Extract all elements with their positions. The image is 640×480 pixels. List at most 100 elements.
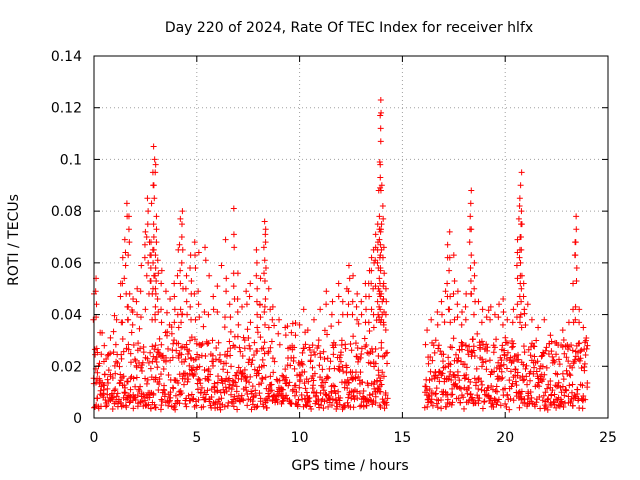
x-axis-title: GPS time / hours [291, 458, 408, 474]
data-point-dense [498, 375, 505, 382]
data-point [119, 254, 126, 261]
data-point-streak [205, 311, 212, 318]
data-point-dense [442, 391, 449, 398]
data-point-dense [455, 372, 462, 379]
data-point-dense [309, 364, 316, 371]
data-point-streak [151, 195, 158, 202]
data-point-dense [559, 343, 566, 350]
data-point-dense [348, 347, 355, 354]
data-point-dense [467, 391, 474, 398]
data-point-dense [142, 375, 149, 382]
data-point-streak [499, 321, 506, 328]
data-point [442, 288, 449, 295]
data-point-dense [449, 399, 456, 406]
data-point-dense [249, 383, 256, 390]
data-point-dense [140, 343, 147, 350]
data-point-dense [260, 362, 267, 369]
data-point [97, 329, 104, 336]
data-point-dense [578, 347, 585, 354]
data-point-dense [545, 395, 552, 402]
data-point-dense [331, 383, 338, 390]
data-point-dense [223, 360, 230, 367]
data-point [134, 285, 141, 292]
data-point-dense [269, 355, 276, 362]
data-point-dense [360, 388, 367, 395]
data-point-dense [527, 377, 534, 384]
data-point-dense [315, 337, 322, 344]
data-point-dense [191, 370, 198, 377]
data-point-streak [148, 239, 155, 246]
data-point-dense [270, 369, 277, 376]
data-point-dense [172, 392, 179, 399]
data-point [162, 288, 169, 295]
data-point-dense [545, 381, 552, 388]
data-point [152, 161, 159, 168]
data-point-dense [292, 382, 299, 389]
data-point-dense [357, 354, 364, 361]
data-point-dense [254, 329, 261, 336]
y-tick-label: 0.08 [51, 204, 82, 220]
data-point [101, 342, 108, 349]
data-point-streak [126, 239, 133, 246]
data-point-streak [152, 316, 159, 323]
data-point [500, 296, 507, 303]
data-point-dense [478, 386, 485, 393]
data-point-dense [176, 371, 183, 378]
data-point [483, 314, 490, 321]
data-point-dense [118, 403, 125, 410]
data-point [541, 316, 548, 323]
data-point [380, 244, 387, 251]
data-point-dense [533, 337, 540, 344]
data-point-dense [301, 368, 308, 375]
data-point-streak [125, 316, 132, 323]
data-point-streak [247, 319, 254, 326]
data-point-streak [145, 208, 152, 215]
data-point-dense [145, 401, 152, 408]
data-point-dense [557, 401, 564, 408]
data-point-dense [378, 381, 385, 388]
y-tick-label: 0 [73, 411, 82, 427]
data-point-dense [301, 380, 308, 387]
data-point-dense [254, 348, 261, 355]
data-point-dense [439, 370, 446, 377]
data-point-dense [217, 406, 224, 413]
data-point-dense [492, 387, 499, 394]
data-point-dense [189, 396, 196, 403]
data-point-streak [438, 311, 445, 318]
data-point-streak [377, 241, 384, 248]
y-tick-label: 0.06 [51, 256, 82, 272]
data-point-dense [543, 344, 550, 351]
data-point [553, 340, 560, 347]
data-point-dense [185, 376, 192, 383]
data-point-dense [172, 377, 179, 384]
data-point-dense [565, 358, 572, 365]
x-tick-label: 10 [291, 430, 309, 446]
data-point-dense [328, 323, 335, 330]
data-point-streak [518, 246, 525, 253]
data-point-dense [299, 349, 306, 356]
data-point-streak [380, 283, 387, 290]
data-point-dense [497, 402, 504, 409]
data-point-streak [377, 138, 384, 145]
data-point-dense [114, 360, 121, 367]
data-point-dense [317, 354, 324, 361]
data-point-streak [143, 234, 150, 240]
data-point-streak [187, 265, 194, 272]
data-point-streak [376, 275, 383, 282]
data-point-streak [119, 319, 126, 326]
data-point-dense [507, 354, 514, 361]
data-point-dense [126, 399, 133, 406]
data-point-dense [461, 405, 468, 412]
data-point-dense [493, 336, 500, 343]
data-point-dense [172, 406, 179, 413]
data-point-streak [458, 321, 465, 328]
data-point-dense [345, 379, 352, 386]
data-point-dense [187, 354, 194, 361]
data-point-streak [454, 314, 461, 321]
data-point-dense [542, 389, 549, 396]
data-point-dense [355, 373, 362, 380]
data-point-dense [254, 367, 261, 374]
data-point-dense [455, 395, 462, 402]
data-point-dense [341, 384, 348, 391]
data-point-dense [444, 396, 451, 403]
